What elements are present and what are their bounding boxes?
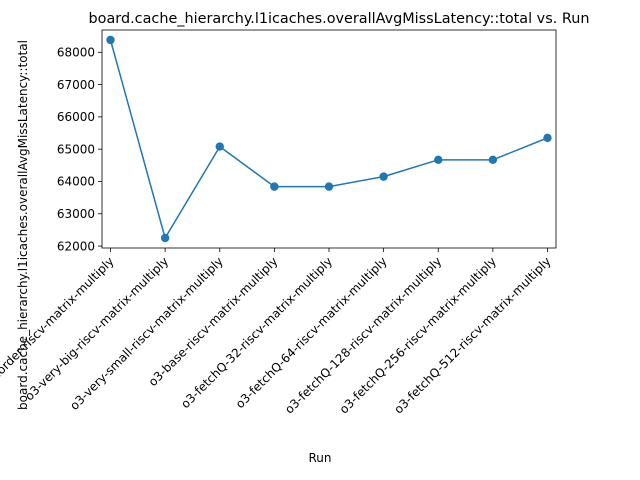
y-tick-label: 62000 <box>57 239 95 253</box>
series-line <box>109 39 548 239</box>
y-tick-label: 66000 <box>57 110 95 124</box>
data-point <box>106 35 115 45</box>
chart-title: board.cache_hierarchy.l1icaches.overallA… <box>89 11 590 27</box>
y-axis-label: board.cache_hierarchy.l1icaches.overallA… <box>16 40 30 410</box>
data-point <box>160 233 170 243</box>
data-point <box>379 172 388 181</box>
x-axis-label: Run <box>308 451 331 465</box>
data-point <box>488 155 498 165</box>
y-tick-label: 67000 <box>57 78 95 92</box>
y-tick-label: 63000 <box>57 207 95 221</box>
plot-area-frame <box>101 29 557 249</box>
series-layer <box>106 35 552 243</box>
data-point <box>215 142 224 151</box>
x-axis: inorder-riscv-matrix-multiplyo3-very-big… <box>0 248 554 417</box>
y-tick-label: 64000 <box>57 175 95 189</box>
data-point <box>270 182 279 191</box>
data-point <box>434 155 443 165</box>
data-point <box>324 182 334 191</box>
y-axis: 62000 63000 64000 65000 66000 67000 68000 <box>57 45 102 253</box>
data-point <box>543 133 552 143</box>
y-tick-label: 65000 <box>57 142 95 156</box>
y-tick-label: 68000 <box>57 45 95 59</box>
